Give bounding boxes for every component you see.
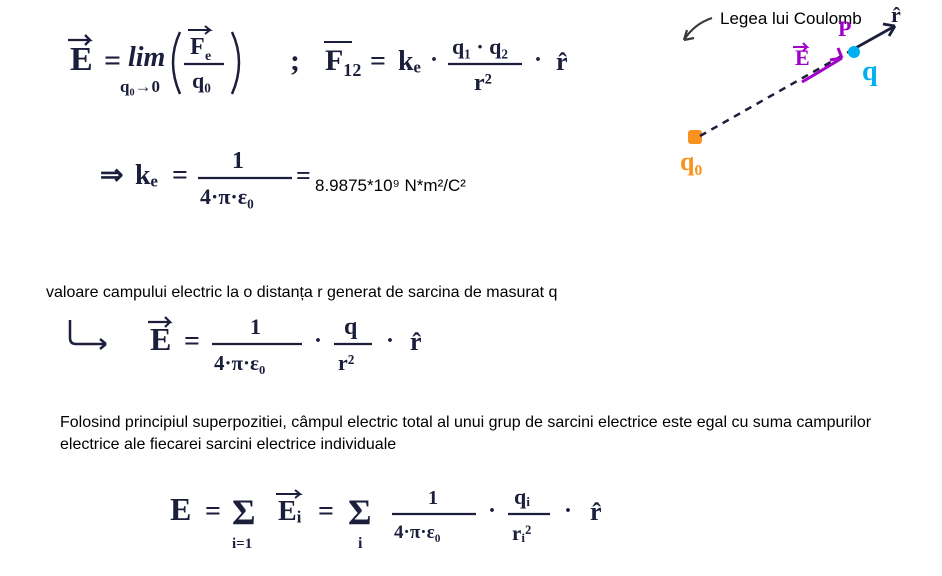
- eq2-F12: F₁₂: [325, 44, 361, 77]
- rhat-arrow-shaft: [852, 26, 895, 50]
- eq2-dot1: ·: [430, 47, 438, 73]
- equation-e-definition: E = lim q₀→0 F e q₀: [68, 26, 239, 96]
- q0-label: q₀: [680, 147, 702, 176]
- pointer-arrow: [684, 18, 712, 40]
- eq4-num1: 1: [250, 314, 261, 339]
- eq5-E: E: [170, 491, 191, 527]
- eq3-num: 1: [232, 148, 244, 174]
- rhat-label: r̂: [891, 2, 901, 27]
- eq2-eq: =: [370, 46, 386, 77]
- eq5-sum1-low: i=1: [232, 536, 252, 552]
- eq1-lim: lim: [128, 42, 165, 73]
- eq5-rhat: r̂: [590, 497, 602, 526]
- point-p-marker: [848, 46, 860, 58]
- eq1-rparen: [232, 32, 239, 94]
- equation-point-field: E = 1 4·π·ε₀ · q r² · r̂: [70, 314, 422, 375]
- eq1-Fe-arrow: [188, 26, 210, 34]
- eq1-lim-sub: q₀→0: [120, 77, 160, 96]
- eq4-rhat: r̂: [410, 327, 422, 356]
- pointer-arrowhead: [684, 30, 694, 40]
- eq-separator-semicolon: ;: [290, 44, 300, 77]
- eq5-num: 1: [428, 487, 438, 509]
- eq3-ke: kₑ: [135, 160, 158, 191]
- eq4-q: q: [344, 314, 358, 340]
- coulomb-diagram: q₀ r̂ P q E: [680, 2, 901, 176]
- eq5-dot1: ·: [488, 498, 496, 524]
- eq3-arrow: ⇒: [100, 160, 123, 191]
- eq5-ri2: rᵢ²: [512, 521, 531, 545]
- r-direction-line: [700, 50, 852, 136]
- q-label: q: [862, 56, 878, 87]
- eq1-Fe-sub: e: [205, 49, 211, 64]
- point-p-label: P: [838, 16, 851, 41]
- eq1-q0: q₀: [192, 68, 211, 93]
- eq5-eq2: =: [318, 496, 334, 527]
- eq1-E: E: [70, 41, 93, 78]
- eq2-q1q2: q₁ · q₂: [452, 34, 508, 59]
- eq4-eq: =: [184, 326, 200, 357]
- source-charge-marker: [688, 130, 702, 144]
- eq2-dot2: ·: [534, 47, 542, 73]
- eq4-E: E: [150, 321, 171, 357]
- eq5-den: 4·π·ε₀: [394, 522, 441, 543]
- eq4-dot2: ·: [386, 328, 394, 354]
- eq4-r2: r²: [338, 350, 355, 375]
- eq5-sum1: Σ: [232, 492, 256, 532]
- eq4-dot1: ·: [314, 328, 322, 354]
- eq5-Ei: Eᵢ: [278, 496, 302, 527]
- eq3-eq2: =: [296, 161, 311, 190]
- eq2-rhat: r̂: [556, 47, 568, 76]
- eq2-r2: r²: [474, 70, 492, 96]
- eq1-equals: =: [104, 44, 121, 77]
- eq1-Fe: F: [190, 34, 205, 60]
- eq4-den1: 4·π·ε₀: [214, 351, 265, 375]
- eq2-ke: kₑ: [398, 46, 421, 77]
- eq3-den: 4·π·ε₀: [200, 184, 254, 209]
- e-vector-head: [830, 48, 842, 60]
- equation-ke-constant: ⇒ kₑ = 1 4·π·ε₀ =: [100, 148, 311, 209]
- eq5-qi: qᵢ: [514, 484, 530, 509]
- equation-superposition: E = Σ i=1 Eᵢ = Σ i 1 4·π·ε₀ · qᵢ rᵢ² · r…: [170, 484, 602, 552]
- eq5-eq1: =: [205, 496, 221, 527]
- handwriting-layer: q₀ r̂ P q E E = lim q₀→0 F e: [0, 0, 942, 576]
- eq3-eq: =: [172, 160, 188, 191]
- equation-coulomb-force: F₁₂ = kₑ · q₁ · q₂ r² · r̂: [324, 34, 568, 96]
- eq5-dot2: ·: [564, 498, 572, 524]
- e-vector-label: E: [795, 45, 810, 70]
- eq5-sum2-low: i: [358, 535, 363, 552]
- eq1-lparen: [173, 32, 180, 94]
- eq5-sum2: Σ: [348, 492, 372, 532]
